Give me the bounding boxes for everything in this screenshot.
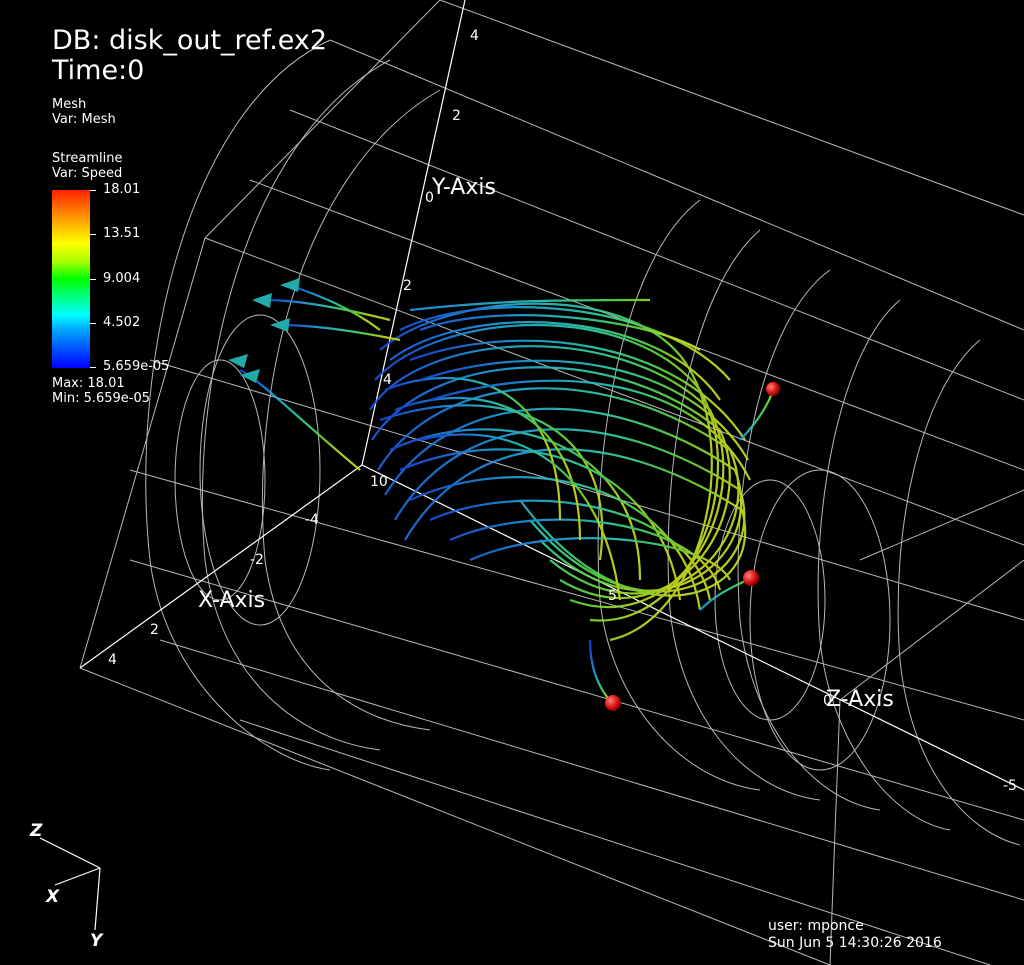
speed-colorbar	[52, 190, 90, 368]
colorbar-tick-label: 5.659e-05	[103, 359, 170, 374]
z-tick-label: 10	[370, 474, 388, 490]
triad-z-label: Z	[29, 821, 43, 841]
streamline-var-label: Var: Speed	[52, 166, 123, 181]
streamline-plot-label: Streamline	[52, 151, 123, 166]
colorbar-tick	[90, 367, 96, 368]
z-tick-label: -5	[1003, 778, 1017, 794]
mesh-plot-label: Mesh	[52, 97, 87, 112]
colorbar-tick-label: 13.51	[103, 226, 141, 241]
colorbar-tick	[90, 279, 96, 280]
colorbar-tick-label: 9.004	[103, 271, 141, 286]
date-label: Sun Jun 5 14:30:26 2016	[768, 935, 942, 951]
y-tick-label: 4	[470, 28, 479, 44]
y-tick-label: 2	[452, 108, 461, 124]
triad-y-label: Y	[90, 931, 104, 951]
x-axis-title: X-Axis	[198, 588, 265, 613]
triad-x-label: X	[45, 887, 60, 907]
mesh-var-label: Var: Mesh	[52, 112, 116, 127]
colorbar-tick-label: 18.01	[103, 182, 141, 197]
user-label: user: mponce	[768, 918, 864, 934]
orientation-triad	[39, 837, 101, 931]
mesh-wireframe	[79, 0, 1024, 965]
streamline-arrowheads	[228, 278, 300, 383]
colorbar-tick	[90, 234, 96, 235]
colorbar-tick	[90, 323, 96, 324]
streamlines	[239, 284, 775, 704]
x-tick-label: -2	[250, 552, 264, 568]
z-axis-title: Z-Axis	[826, 687, 894, 712]
z-tick-label: 0	[823, 693, 832, 709]
z-tick-label: 5	[608, 588, 617, 604]
max-value-label: Max: 18.01	[52, 376, 125, 391]
y-axis-title: Y-Axis	[431, 175, 496, 200]
min-value-label: Min: 5.659e-05	[52, 391, 151, 406]
y-tick-label: 4	[383, 372, 392, 388]
time-label: Time:0	[52, 55, 145, 86]
y-tick-label: 2	[403, 278, 412, 294]
y-tick-label: 0	[425, 190, 434, 206]
x-tick-label: -4	[305, 512, 319, 528]
colorbar-tick	[90, 190, 96, 191]
x-tick-label: 4	[108, 652, 117, 668]
colorbar-tick-label: 4.502	[103, 315, 141, 330]
x-tick-label: 2	[150, 622, 159, 638]
seed-points	[605, 382, 780, 711]
axis-lines	[79, 0, 1024, 791]
database-title: DB: disk_out_ref.ex2	[52, 25, 328, 56]
